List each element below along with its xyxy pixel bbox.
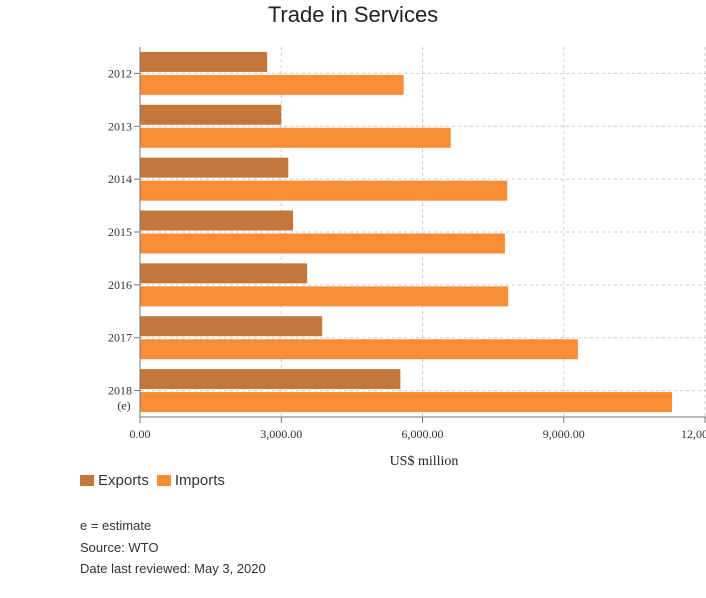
tick-labels: 0.00 3,000.00 6,000.00 9,000.00 12,000.00 201…	[108, 66, 706, 441]
legend-swatch-exports	[80, 475, 94, 486]
legend-label-exports: Exports	[98, 472, 149, 489]
x-tick-label: 3,000.00	[260, 427, 302, 441]
x-tick-label: 0.00	[130, 427, 151, 441]
chart-title: Trade in Services	[267, 2, 439, 27]
x-axis-title: US$ million	[390, 454, 459, 469]
source-note: Source: WTO	[80, 539, 159, 555]
review-date-note: Date last reviewed: May 3, 2020	[80, 561, 266, 576]
legend: Exports Imports	[80, 472, 233, 489]
legend-item-imports[interactable]: Imports	[156, 472, 225, 489]
bar-exports-2018	[140, 369, 401, 390]
bar-exports-2014	[140, 157, 289, 178]
y-tick-label: 2013	[108, 119, 132, 133]
bars	[140, 51, 673, 413]
axes	[134, 47, 706, 423]
bar-imports-2018	[140, 392, 673, 413]
footnotes: e = estimate Source: WTO Date last revie…	[80, 515, 266, 580]
bar-imports-2016	[140, 286, 509, 307]
bar-imports-2015	[140, 233, 505, 254]
y-tick-label: 2012	[108, 66, 132, 80]
legend-item-exports[interactable]: Exports	[80, 472, 149, 489]
bar-imports-2013	[140, 127, 451, 148]
x-tick-label: 9,000.00	[543, 427, 585, 441]
bar-exports-2016	[140, 263, 308, 284]
bar-chart: 0.00 3,000.00 6,000.00 9,000.00 12,000.00 201…	[108, 47, 706, 469]
x-tick-label: 6,000.00	[402, 427, 444, 441]
bar-imports-2012	[140, 74, 404, 95]
bar-imports-2017	[140, 339, 578, 360]
bar-exports-2015	[140, 210, 294, 231]
estimate-note: e = estimate	[80, 518, 152, 533]
y-tick-label: 2018	[108, 384, 132, 398]
bar-exports-2012	[140, 51, 268, 72]
bar-exports-2013	[140, 104, 282, 125]
y-tick-label: 2017	[108, 331, 132, 345]
y-tick-label: 2016	[108, 278, 132, 292]
legend-label-imports: Imports	[174, 472, 225, 489]
y-tick-label: 2014	[108, 172, 132, 186]
legend-swatch-imports	[156, 475, 171, 486]
bar-imports-2014	[140, 180, 508, 201]
bar-exports-2017	[140, 316, 323, 337]
x-tick-label: 12,000.00	[681, 427, 706, 441]
gridlines	[140, 47, 706, 417]
y-tick-label: 2015	[108, 225, 132, 239]
y-tick-note: (e)	[117, 399, 130, 413]
